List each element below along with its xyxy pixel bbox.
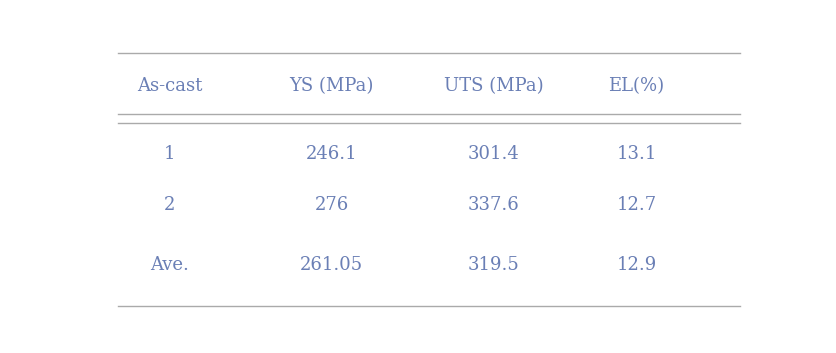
- Text: YS (MPa): YS (MPa): [289, 77, 374, 95]
- Text: 319.5: 319.5: [467, 256, 519, 274]
- Text: 246.1: 246.1: [305, 145, 357, 163]
- Text: As-cast: As-cast: [136, 77, 202, 95]
- Text: 12.7: 12.7: [616, 197, 655, 214]
- Text: 12.9: 12.9: [615, 256, 656, 274]
- Text: 13.1: 13.1: [615, 145, 656, 163]
- Text: 2: 2: [164, 197, 175, 214]
- Text: Ave.: Ave.: [150, 256, 189, 274]
- Text: 337.6: 337.6: [467, 197, 519, 214]
- Text: EL(%): EL(%): [608, 77, 664, 95]
- Text: 301.4: 301.4: [467, 145, 519, 163]
- Text: 1: 1: [164, 145, 175, 163]
- Text: 261.05: 261.05: [300, 256, 363, 274]
- Text: 276: 276: [314, 197, 349, 214]
- Text: UTS (MPa): UTS (MPa): [443, 77, 543, 95]
